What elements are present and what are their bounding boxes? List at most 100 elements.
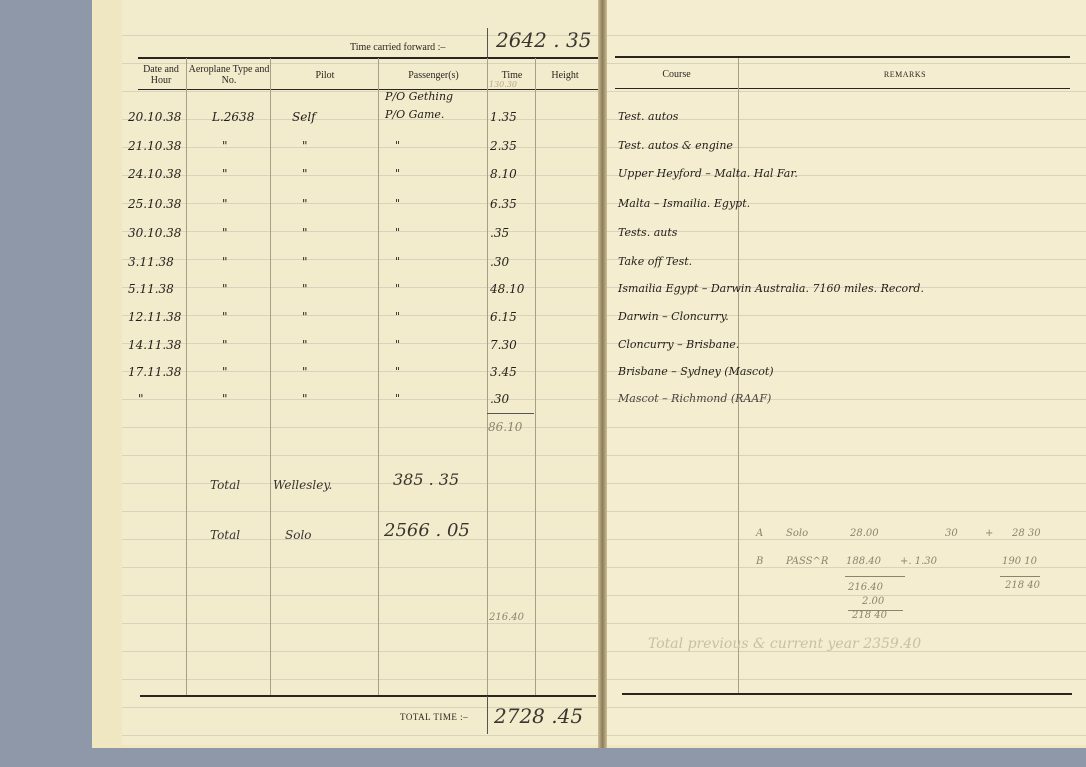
entry-time: .30 <box>490 255 510 269</box>
header-passengers: Passenger(s) <box>408 70 459 81</box>
calc-b-result: 190 10 <box>1002 556 1037 567</box>
entry-passenger: " <box>395 282 401 295</box>
calc-b-value: 188.40 <box>846 556 881 567</box>
entry-date: " <box>138 392 144 406</box>
entry-date: 12.11.38 <box>128 310 182 324</box>
entry-time: 1.35 <box>490 110 517 124</box>
entry-passenger: " <box>395 255 401 268</box>
entry-aircraft: " <box>222 282 228 296</box>
entry-passenger: " <box>395 226 401 239</box>
entry-date: 3.11.38 <box>128 255 174 269</box>
entry-date: 25.10.38 <box>128 197 182 211</box>
header-remarks: Remarks <box>883 70 927 79</box>
entry-aircraft: " <box>222 197 228 211</box>
entry-date: 20.10.38 <box>128 110 182 124</box>
header-bottom-rule <box>615 88 1070 89</box>
entry-pilot: " <box>302 310 308 324</box>
entry-passenger: " <box>395 338 401 351</box>
entry-pilot: " <box>302 365 308 379</box>
calc-b-letter: B <box>756 556 764 567</box>
entry-passenger: " <box>395 197 401 210</box>
entry-aircraft: " <box>222 310 228 324</box>
entry-time: 48.10 <box>490 282 525 296</box>
course-entry: Upper Heyford – Malta. Hal Far. <box>618 167 798 180</box>
header-top-rule <box>615 56 1070 58</box>
entry-time: 6.15 <box>490 310 517 324</box>
header-height: Height <box>551 70 579 81</box>
header-date: Date and Hour <box>143 64 179 86</box>
footer-rule <box>622 693 1072 695</box>
total-solo-value: 2566 . 05 <box>384 520 470 541</box>
entry-pilot: " <box>302 197 308 211</box>
entry-aircraft: " <box>222 255 228 269</box>
entry-time: 6.35 <box>490 197 517 211</box>
header-course: Course <box>662 69 691 80</box>
entry-date: 17.11.38 <box>128 365 182 379</box>
course-entry: Test. autos <box>618 110 679 123</box>
pencil-time: 216.40 <box>489 612 524 623</box>
footer-rule <box>140 695 596 697</box>
course-entry: Mascot – Richmond (RAAF) <box>618 392 772 405</box>
entry-pilot: " <box>302 392 308 406</box>
entry-time: .30 <box>490 392 510 406</box>
subtotal-rule <box>487 413 534 414</box>
header-pilot: Pilot <box>315 70 335 81</box>
entry-aircraft: L.2638 <box>212 110 255 124</box>
entry-date: 21.10.38 <box>128 139 182 153</box>
calc-b-add: +. 1.30 <box>900 556 938 567</box>
entry-pilot: " <box>302 338 308 352</box>
total-solo-type: Solo <box>285 528 312 542</box>
entry-date: 14.11.38 <box>128 338 182 352</box>
entry-date: 30.10.38 <box>128 226 182 240</box>
entry-time: .35 <box>490 226 510 240</box>
calc-sum2: 218 40 <box>852 610 887 621</box>
col-divider <box>535 58 536 695</box>
col-divider <box>270 58 271 695</box>
calc-sum1: 216.40 <box>848 582 883 593</box>
entry-passenger: " <box>395 167 401 180</box>
entry-time: 7.30 <box>490 338 517 352</box>
header-aeroplane: Aeroplane Type and No. <box>188 64 270 86</box>
total-wellesley-label: Total <box>210 478 241 492</box>
entry-time: 8.10 <box>490 167 517 181</box>
entry-date: 5.11.38 <box>128 282 174 296</box>
course-entry: Darwin – Cloncurry. <box>618 310 729 323</box>
calc-rule <box>845 576 905 577</box>
subtotal-value: 86.10 <box>488 420 523 434</box>
time-pencil-note: 130.30 <box>489 80 517 89</box>
course-entry: Test. autos & engine <box>618 139 733 152</box>
entry-aircraft: " <box>222 365 228 379</box>
col-divider <box>186 58 187 695</box>
entry-time: 2.35 <box>490 139 517 153</box>
entry-aircraft: " <box>222 167 228 181</box>
entry-pilot: " <box>302 167 308 181</box>
entry-passenger: " <box>395 139 401 152</box>
col-divider <box>378 58 379 695</box>
entry-time: 3.45 <box>490 365 517 379</box>
entry-aircraft: " <box>222 338 228 352</box>
calc-b-label: PASS^R <box>786 556 829 567</box>
total-time-label: Total Time :– <box>400 712 469 722</box>
entry-aircraft: " <box>222 226 228 240</box>
entry-pilot: " <box>302 255 308 269</box>
divider <box>487 28 488 58</box>
entry-aircraft: " <box>222 392 228 406</box>
entry-aircraft: " <box>222 139 228 153</box>
col-divider <box>738 58 739 695</box>
course-entry: Ismailia Egypt – Darwin Australia. 7160 … <box>618 282 924 295</box>
total-wellesley-value: 385 . 35 <box>393 470 460 489</box>
total-time-value: 2728 .45 <box>494 704 584 728</box>
total-previous-note: Total previous & current year 2359.40 <box>648 636 922 652</box>
calc-a-plus: + <box>985 528 994 539</box>
book-spine <box>598 0 607 748</box>
entry-pilot: " <box>302 226 308 240</box>
calc-a-label: Solo <box>786 528 809 539</box>
total-solo-label: Total <box>210 528 241 542</box>
calc-a-result: 28 30 <box>1012 528 1041 539</box>
header-top-rule <box>138 57 598 59</box>
header-time: Time <box>501 70 523 81</box>
carried-forward-value: 2642 . 35 <box>496 28 592 52</box>
carried-forward-label: Time carried forward :– <box>350 42 446 53</box>
calc-rule <box>848 610 903 611</box>
calc-add: 2.00 <box>862 596 885 607</box>
